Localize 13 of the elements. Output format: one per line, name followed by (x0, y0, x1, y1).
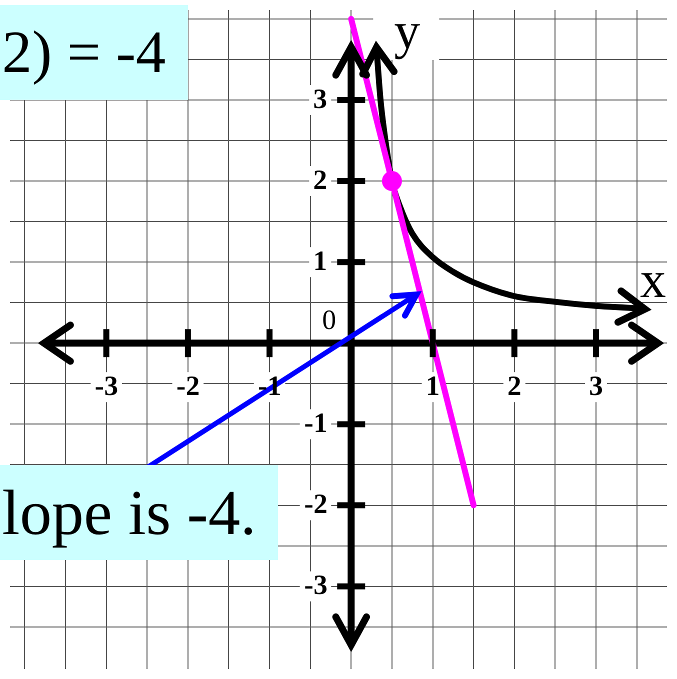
x-tick-label: 1 (426, 371, 440, 404)
y-tick-label: -2 (304, 489, 328, 522)
x-tick-label: -3 (94, 371, 118, 404)
annotation: lope is -4. (0, 465, 278, 560)
x-axis-title: x (640, 252, 666, 310)
x-tick-label: 2 (507, 371, 522, 404)
y-tick-label: -3 (304, 570, 328, 602)
x-tick-label: 3 (588, 371, 603, 404)
y-tick-label: 1 (313, 246, 328, 278)
y-axis-title: y (394, 3, 420, 60)
y-tick-label: 3 (313, 84, 328, 116)
y-tick-label: 2 (313, 165, 328, 198)
annotation: 2) = -4 (0, 5, 188, 100)
